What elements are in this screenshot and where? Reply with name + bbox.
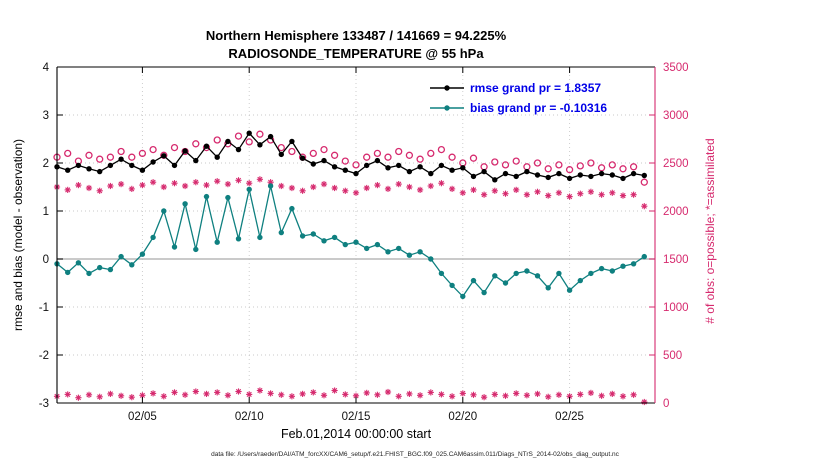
- svg-text:1500: 1500: [663, 254, 689, 266]
- y-axis-label-left: rmse and bias (model - observation): [11, 138, 25, 332]
- svg-text:1: 1: [43, 206, 49, 218]
- y-axis-label-right: # of obs: o=possible; *=assimilated: [703, 138, 717, 324]
- svg-text:4: 4: [43, 62, 50, 74]
- svg-text:1000: 1000: [663, 302, 689, 314]
- svg-text:02/05: 02/05: [128, 411, 157, 423]
- x-axis-label: Feb.01,2014 00:00:00 start: [280, 427, 432, 441]
- svg-text:500: 500: [663, 350, 682, 362]
- svg-text:-1: -1: [39, 302, 49, 314]
- chart-title-line1: Northern Hemisphere 133487 / 141669 = 94…: [205, 28, 507, 43]
- svg-text:-2: -2: [39, 350, 49, 362]
- data-file-footnote: data file: /Users/raeder/DAI/ATM_forcXX/…: [211, 451, 619, 458]
- svg-text:2500: 2500: [663, 158, 689, 170]
- svg-text:3500: 3500: [663, 62, 689, 74]
- svg-text:0: 0: [663, 398, 669, 410]
- svg-text:3: 3: [43, 110, 49, 122]
- svg-text:0: 0: [43, 254, 49, 266]
- legend-label-rmse: rmse grand pr = 1.8357: [470, 81, 602, 95]
- svg-text:2: 2: [43, 158, 49, 170]
- svg-text:-3: -3: [39, 398, 49, 410]
- svg-text:2000: 2000: [663, 206, 689, 218]
- svg-text:02/20: 02/20: [448, 411, 477, 423]
- svg-text:02/10: 02/10: [235, 411, 264, 423]
- svg-text:02/15: 02/15: [342, 411, 371, 423]
- chart-title-line2: RADIOSONDE_TEMPERATURE @ 55 hPa: [228, 46, 484, 61]
- legend-label-bias: bias grand pr = -0.10316: [470, 101, 608, 115]
- svg-text:02/25: 02/25: [555, 411, 584, 423]
- svg-text:3000: 3000: [663, 110, 689, 122]
